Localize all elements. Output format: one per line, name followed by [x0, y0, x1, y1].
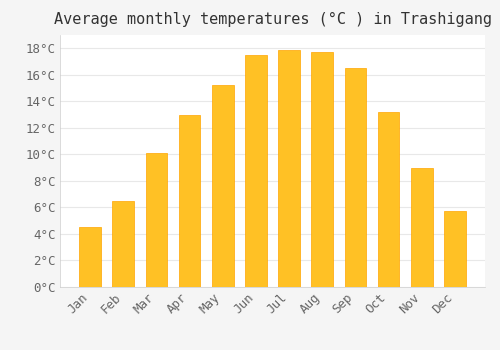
Bar	[312, 52, 333, 287]
Title: Average monthly temperatures (°C ) in Trashigang: Average monthly temperatures (°C ) in Tr…	[54, 12, 492, 27]
Bar	[411, 168, 432, 287]
Bar	[278, 50, 300, 287]
Bar	[212, 85, 234, 287]
Bar	[179, 114, 201, 287]
Bar	[378, 112, 400, 287]
Bar	[80, 227, 101, 287]
Bar	[344, 68, 366, 287]
Bar	[146, 153, 167, 287]
Bar	[245, 55, 266, 287]
Bar	[444, 211, 466, 287]
Bar	[112, 201, 134, 287]
